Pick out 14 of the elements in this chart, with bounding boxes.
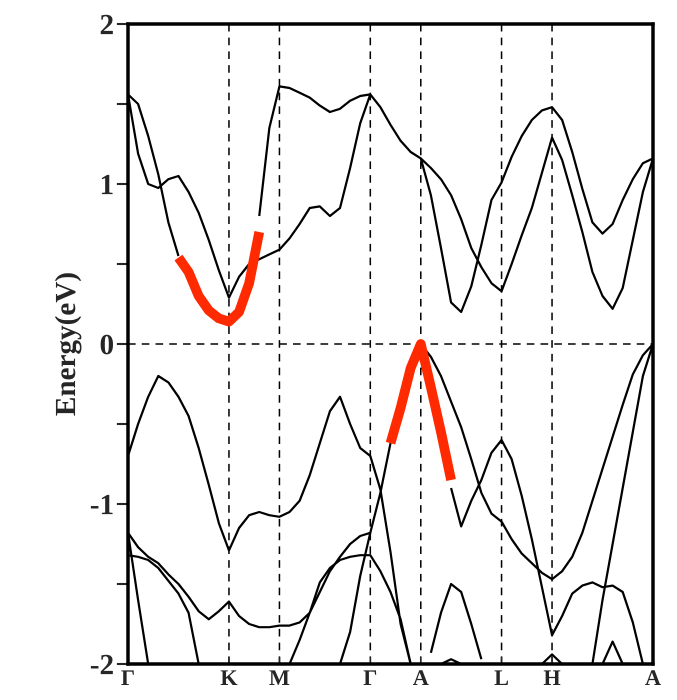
x-tick-label: Γ xyxy=(364,670,376,685)
y-tick-label: 1 xyxy=(102,174,113,194)
y-tick-label: 2 xyxy=(100,14,113,34)
y-axis-title: Energy(eV) xyxy=(54,273,82,416)
x-tick-label: L xyxy=(494,670,508,685)
x-tick-label: A xyxy=(645,670,661,685)
x-tick-label: M xyxy=(269,670,290,685)
y-tick-label: 0 xyxy=(100,334,113,354)
x-tick-label: Γ xyxy=(121,670,134,685)
x-tick-label: A xyxy=(412,670,429,685)
x-tick-label: H xyxy=(544,670,560,685)
y-tick-label: -1 xyxy=(90,494,113,514)
y-tick-label: -2 xyxy=(90,654,113,674)
x-tick-label: K xyxy=(220,670,238,685)
